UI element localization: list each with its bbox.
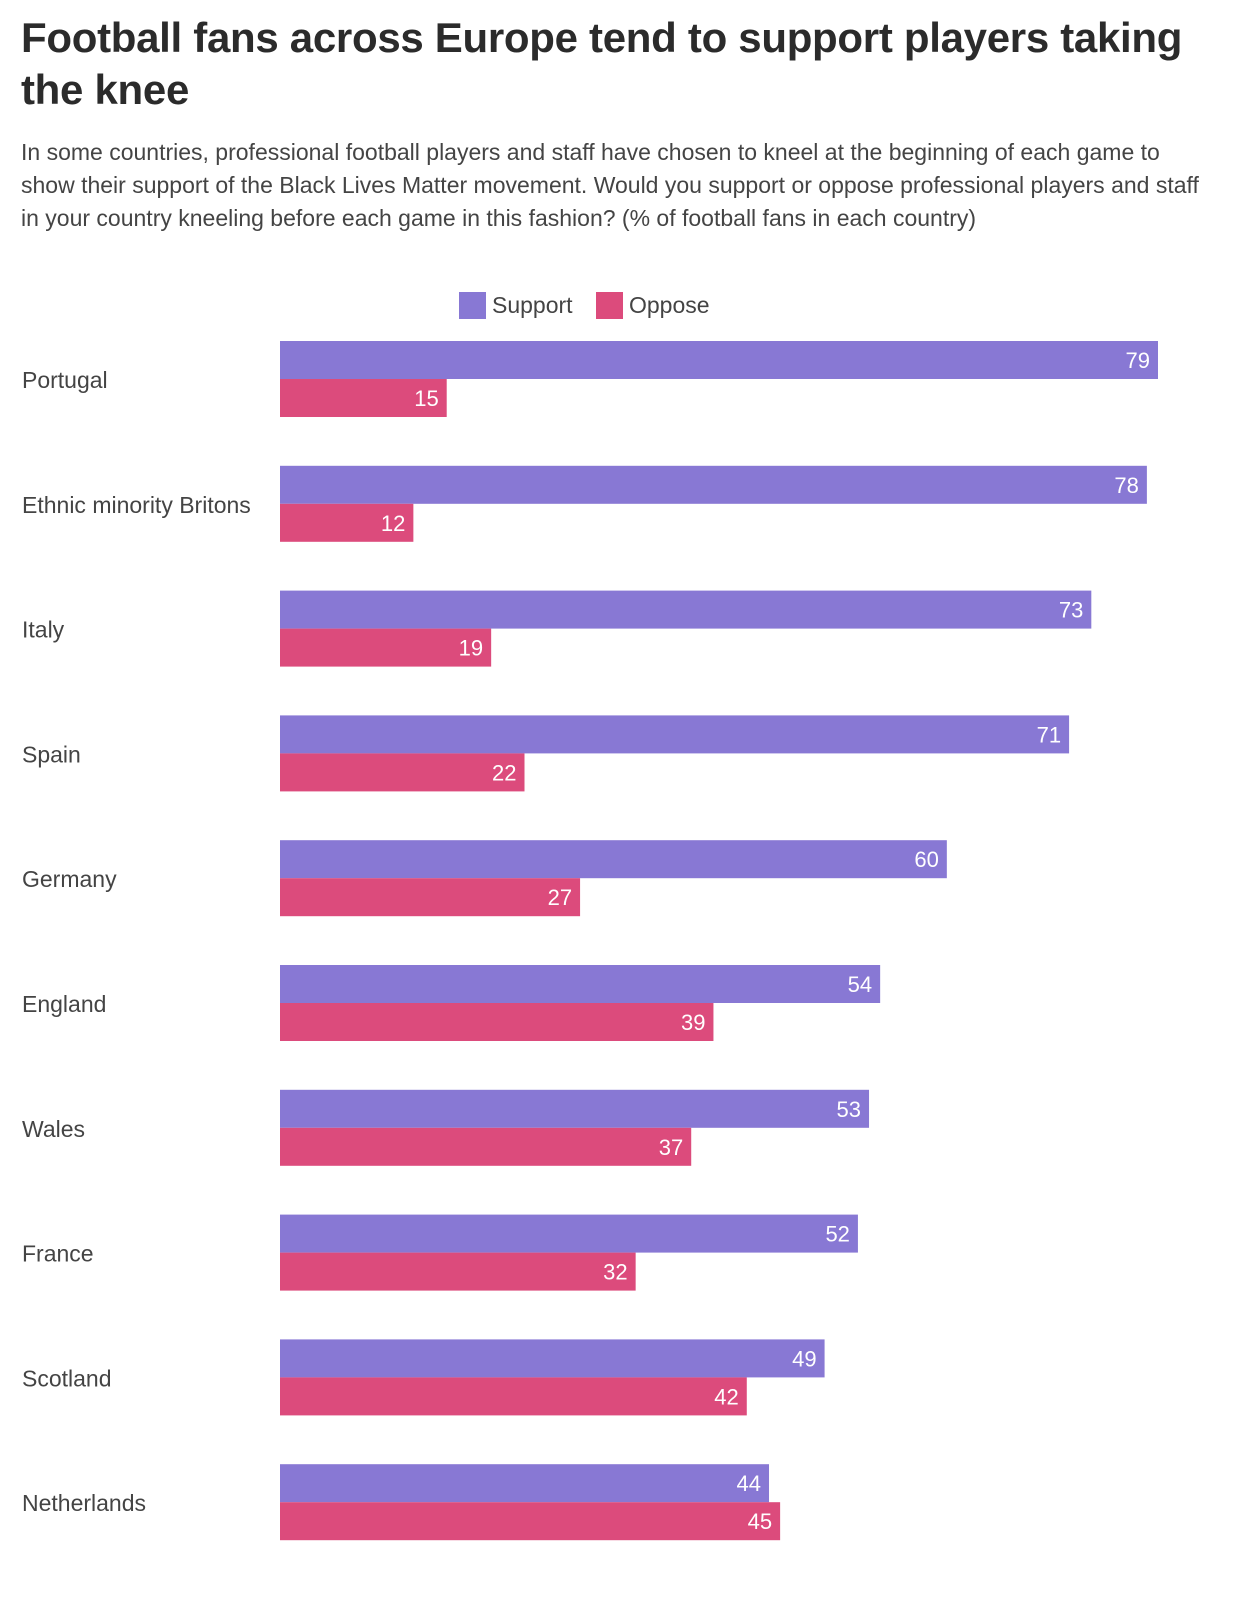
bar-oppose-france[interactable] [280, 1252, 636, 1291]
category-label-wales: Wales [22, 1116, 85, 1142]
category-label-portugal: Portugal [22, 367, 108, 393]
bar-oppose-wales[interactable] [280, 1127, 692, 1166]
data-label-oppose-france: 32 [603, 1260, 627, 1285]
bar-oppose-ethnic-minority-britons[interactable] [280, 503, 414, 542]
bar-oppose-spain[interactable] [280, 753, 525, 792]
data-label-support-ethnic-minority-britons: 78 [1114, 473, 1138, 498]
bar-oppose-germany[interactable] [280, 878, 581, 917]
bar-support-netherlands[interactable] [280, 1464, 770, 1503]
data-label-support-italy: 73 [1059, 598, 1083, 623]
category-label-scotland: Scotland [22, 1365, 112, 1391]
data-label-oppose-england: 39 [681, 1010, 705, 1035]
bar-chart: Portugal 79 15 Ethnic minority Britons 78 12 I… [22, 341, 1158, 1541]
data-label-support-france: 52 [825, 1222, 849, 1247]
bar-support-portugal[interactable] [280, 341, 1158, 379]
data-label-oppose-netherlands: 45 [748, 1509, 772, 1534]
data-label-oppose-italy: 19 [459, 636, 483, 661]
bar-oppose-portugal[interactable] [280, 379, 447, 417]
data-label-support-netherlands: 44 [737, 1471, 761, 1496]
data-label-support-wales: 53 [837, 1097, 861, 1122]
category-label-netherlands: Netherlands [22, 1490, 146, 1516]
legend-item-oppose[interactable]: Oppose [596, 288, 710, 322]
bar-support-ethnic-minority-britons[interactable] [280, 465, 1147, 504]
chart-subtitle: In some countries, professional football… [21, 139, 1199, 231]
bar-support-england[interactable] [280, 965, 881, 1003]
data-label-oppose-germany: 27 [548, 885, 572, 910]
data-label-oppose-spain: 22 [492, 760, 516, 785]
category-label-france: France [22, 1241, 94, 1267]
category-label-ethnic-minority-britons: Ethnic minority Britons [22, 492, 251, 518]
data-label-oppose-portugal: 15 [414, 386, 438, 411]
category-label-italy: Italy [22, 617, 65, 643]
legend-label-oppose: Oppose [629, 291, 710, 318]
data-label-oppose-wales: 37 [659, 1135, 683, 1160]
bar-support-italy[interactable] [280, 590, 1092, 629]
legend-label-support: Support [492, 291, 573, 318]
category-label-spain: Spain [22, 741, 81, 767]
legend-swatch-oppose [596, 291, 623, 319]
bar-oppose-scotland[interactable] [280, 1377, 747, 1416]
chart-title: Football fans across Europe tend to supp… [21, 14, 1183, 113]
bar-support-wales[interactable] [280, 1089, 870, 1128]
data-label-support-scotland: 49 [792, 1346, 816, 1371]
legend: Support Oppose [0, 288, 1250, 322]
legend-item-support[interactable]: Support [459, 288, 573, 322]
category-label-england: England [22, 991, 106, 1017]
bar-support-scotland[interactable] [280, 1339, 825, 1378]
legend-swatch-support [459, 291, 486, 319]
data-label-support-spain: 71 [1037, 722, 1061, 747]
data-label-support-england: 54 [848, 972, 872, 997]
bar-oppose-netherlands[interactable] [280, 1502, 781, 1541]
data-label-support-portugal: 79 [1126, 348, 1150, 373]
data-label-oppose-ethnic-minority-britons: 12 [381, 511, 405, 536]
bar-oppose-england[interactable] [280, 1003, 714, 1041]
bar-support-germany[interactable] [280, 840, 947, 879]
category-label-germany: Germany [22, 866, 117, 892]
data-label-oppose-scotland: 42 [714, 1384, 738, 1409]
data-label-support-germany: 60 [914, 847, 938, 872]
bar-oppose-italy[interactable] [280, 628, 492, 667]
bar-support-france[interactable] [280, 1214, 858, 1253]
bar-support-spain[interactable] [280, 715, 1070, 754]
